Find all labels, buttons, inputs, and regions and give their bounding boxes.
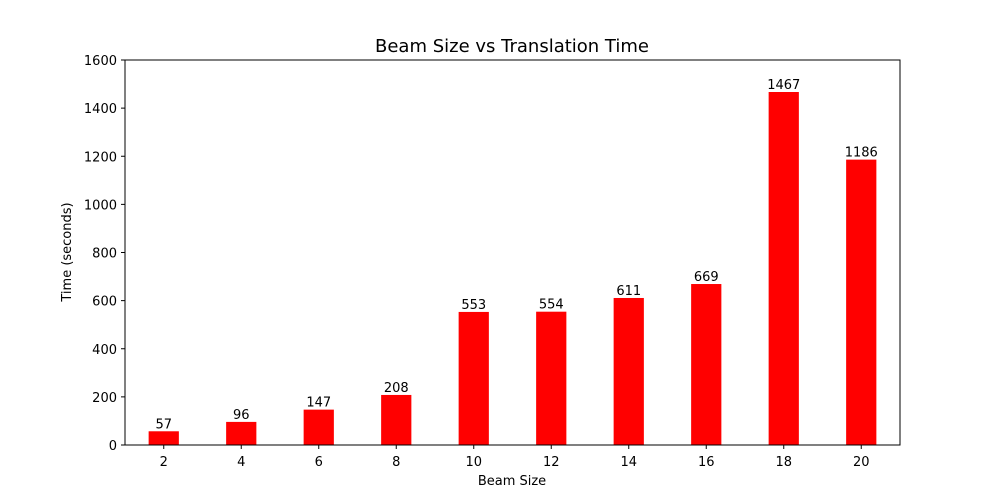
bar-14 [613, 297, 644, 445]
bar-8 [381, 394, 412, 445]
y-tick-label: 0 [109, 439, 117, 454]
x-tick-label: 14 [620, 455, 637, 470]
bar-6 [303, 409, 334, 445]
bars-group [148, 92, 877, 446]
y-tick-label: 600 [92, 295, 117, 310]
data-labels-group: 57 96 147 208 553 554 611 669 1467 1186 [155, 78, 877, 432]
y-axis-ticks: 0 200 400 600 800 1000 1200 1400 1600 [84, 54, 125, 454]
x-tick-label: 12 [543, 455, 560, 470]
data-label-20: 1186 [845, 146, 878, 161]
data-label-4: 96 [233, 408, 250, 423]
y-tick-label: 200 [92, 391, 117, 406]
bar-2 [148, 431, 179, 445]
y-tick-label: 1200 [84, 150, 117, 165]
data-label-12: 554 [539, 298, 564, 313]
y-tick-label: 1400 [84, 102, 117, 117]
x-axis-label: Beam Size [478, 474, 546, 489]
x-tick-label: 16 [698, 455, 715, 470]
bar-18 [768, 92, 799, 446]
data-label-6: 147 [306, 396, 331, 411]
y-axis-label: Time (seconds) [60, 202, 75, 302]
chart-title: Beam Size vs Translation Time [375, 36, 649, 57]
data-label-2: 57 [155, 417, 172, 432]
y-tick-label: 1000 [84, 198, 117, 213]
data-label-8: 208 [384, 381, 409, 396]
x-tick-label: 18 [775, 455, 792, 470]
y-tick-label: 1600 [84, 54, 117, 69]
y-tick-label: 800 [92, 247, 117, 262]
x-tick-label: 10 [465, 455, 482, 470]
x-axis-ticks: 2 4 6 8 10 12 14 16 18 20 [160, 445, 870, 470]
x-tick-label: 2 [160, 455, 168, 470]
x-tick-label: 20 [853, 455, 870, 470]
bar-10 [458, 311, 489, 445]
data-label-18: 1467 [767, 78, 800, 93]
x-tick-label: 4 [237, 455, 245, 470]
x-tick-label: 6 [315, 455, 323, 470]
data-label-10: 553 [461, 298, 486, 313]
x-tick-label: 8 [392, 455, 400, 470]
bar-16 [691, 284, 722, 445]
bar-4 [226, 421, 257, 445]
bar-20 [846, 159, 877, 445]
bar-12 [536, 311, 567, 445]
plot-frame [124, 59, 901, 446]
data-label-16: 669 [694, 270, 719, 285]
data-label-14: 611 [616, 284, 641, 299]
y-tick-label: 400 [92, 343, 117, 358]
